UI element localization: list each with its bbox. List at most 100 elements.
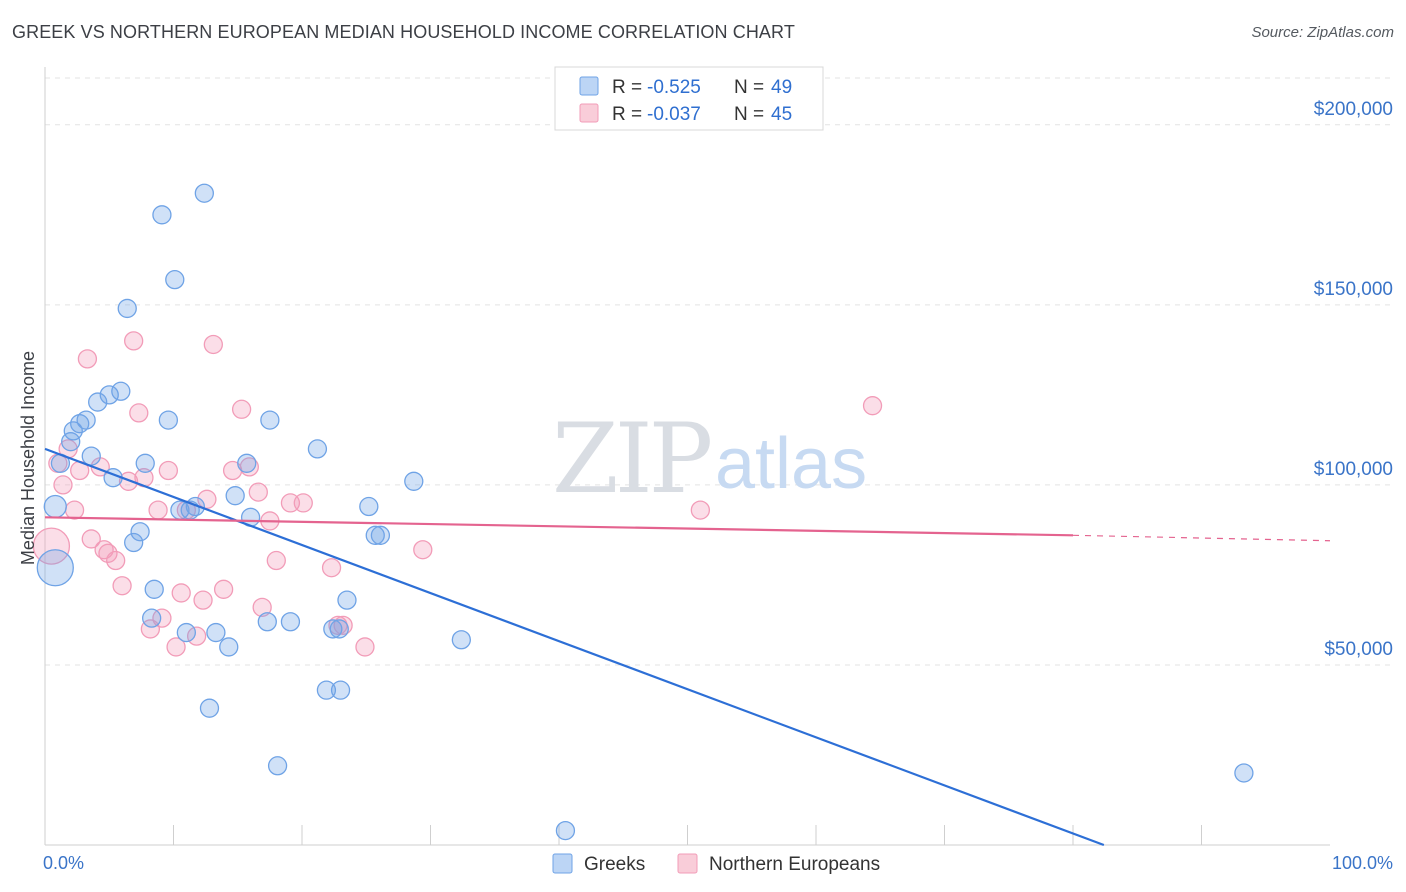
y-tick-label-2: $150,000	[1314, 279, 1393, 300]
greek-point-7	[81, 446, 101, 466]
greek-point-19	[158, 410, 179, 430]
legend-n-value-greeks: 49	[771, 77, 792, 98]
greek-point-13	[124, 532, 144, 553]
watermark-zip: ZIP	[552, 403, 711, 515]
greek-point-11	[117, 298, 137, 319]
greek-point-40	[330, 680, 351, 700]
bottom-legend-label-northern: Northern Europeans	[709, 854, 880, 875]
greek-point-42	[359, 496, 379, 517]
greek-point-30	[237, 453, 257, 473]
northern-point-24	[186, 626, 207, 646]
greek-point-8	[88, 392, 108, 412]
northern-point-33	[252, 597, 272, 617]
greek-point-17	[142, 608, 162, 628]
northern-point-21	[166, 637, 186, 657]
greek-point-24	[185, 496, 205, 517]
greek-point-46	[451, 630, 471, 650]
trend-line-northern-extension	[1072, 534, 1331, 542]
northern-point-38	[321, 558, 342, 578]
bottom-legend-swatch-northern	[677, 853, 698, 874]
greek-point-27	[206, 622, 226, 643]
greek-point-9	[99, 385, 119, 405]
greek-point-48	[1234, 763, 1254, 783]
greek-point-4	[63, 421, 83, 441]
bottom-legend: Greeks Northern Europeans	[552, 853, 880, 875]
greek-point-35	[280, 612, 301, 632]
northern-point-25	[193, 590, 213, 610]
northern-point-35	[266, 550, 286, 571]
legend-n-value-northern: 45	[771, 104, 792, 125]
legend-n-label-northern: N =	[734, 104, 764, 125]
y-tick-label-1: $100,000	[1314, 459, 1393, 480]
greek-point-47	[555, 820, 576, 841]
greek-point-45	[404, 471, 424, 491]
greek-point-29	[225, 486, 245, 506]
northern-point-43	[690, 500, 710, 520]
axes	[44, 67, 1330, 846]
greek-point-34	[267, 756, 288, 776]
greek-point-44	[370, 525, 391, 545]
greek-point-38	[323, 619, 343, 639]
northern-point-18	[148, 500, 168, 520]
northern-point-42	[413, 540, 433, 560]
greek-point-28	[219, 637, 239, 657]
legend-n-label-greeks: N =	[734, 77, 764, 98]
northern-point-20	[158, 460, 179, 481]
northern-point-2	[53, 475, 73, 495]
watermark-atlas: atlas	[715, 424, 867, 504]
greek-point-15	[135, 453, 155, 473]
greek-point-1	[43, 494, 67, 519]
x-tick-labels: 0.0% 100.0%	[43, 853, 1393, 873]
northern-point-28	[213, 579, 234, 599]
northern-point-32	[248, 482, 268, 502]
legend-r-value-northern: -0.037	[647, 104, 701, 125]
greek-point-22	[176, 622, 197, 643]
bottom-legend-label-greeks: Greeks	[584, 854, 645, 875]
northern-point-14	[124, 331, 144, 351]
trend-lines	[44, 447, 1331, 847]
greek-point-33	[260, 410, 280, 430]
x-tick-label-end: 100.0%	[1332, 853, 1393, 873]
legend-r-label-greeks: R =	[612, 77, 642, 98]
trend-line-northern	[44, 516, 1074, 537]
greek-point-41	[337, 590, 357, 610]
greek-point-43	[365, 525, 385, 545]
legend-r-value-greeks: -0.525	[647, 77, 701, 98]
greek-point-39	[329, 619, 349, 639]
northern-point-19	[152, 608, 172, 628]
legend: R = -0.525 N = 49 R = -0.037 N = 45	[554, 66, 824, 131]
greek-point-20	[165, 270, 185, 290]
y-axis-label: Median Household Income	[18, 351, 38, 565]
trend-line-greeks	[44, 447, 1105, 847]
greek-point-36	[307, 439, 328, 459]
northern-point-44	[862, 396, 883, 416]
legend-r-label-northern: R =	[612, 104, 642, 125]
greek-point-0	[36, 549, 74, 587]
northern-point-7	[81, 529, 101, 549]
greek-point-6	[76, 410, 96, 430]
y-tick-label-0: $50,000	[1324, 639, 1393, 660]
series-greeks	[36, 183, 1254, 841]
greek-point-26	[199, 698, 220, 718]
northern-point-4	[64, 500, 85, 520]
northern-point-15	[129, 403, 149, 423]
greek-point-37	[316, 680, 337, 700]
source-label: Source: ZipAtlas.com	[1251, 24, 1394, 41]
greek-point-32	[257, 612, 277, 632]
northern-point-10	[98, 543, 118, 563]
greek-point-16	[144, 579, 164, 599]
legend-box	[554, 66, 824, 131]
northern-point-31	[239, 457, 259, 477]
northern-point-22	[171, 583, 191, 603]
northern-point-6	[77, 349, 98, 369]
northern-point-41	[355, 637, 375, 657]
y-tick-labels: $50,000 $100,000 $150,000 $200,000	[1314, 99, 1393, 660]
greek-point-25	[194, 183, 214, 203]
greek-point-18	[152, 205, 172, 225]
grid-lines	[45, 77, 1395, 666]
bottom-legend-swatch-greeks	[552, 853, 573, 874]
legend-swatch-northern	[579, 103, 599, 123]
northern-point-27	[203, 334, 223, 355]
x-tick-label-start: 0.0%	[43, 853, 84, 873]
